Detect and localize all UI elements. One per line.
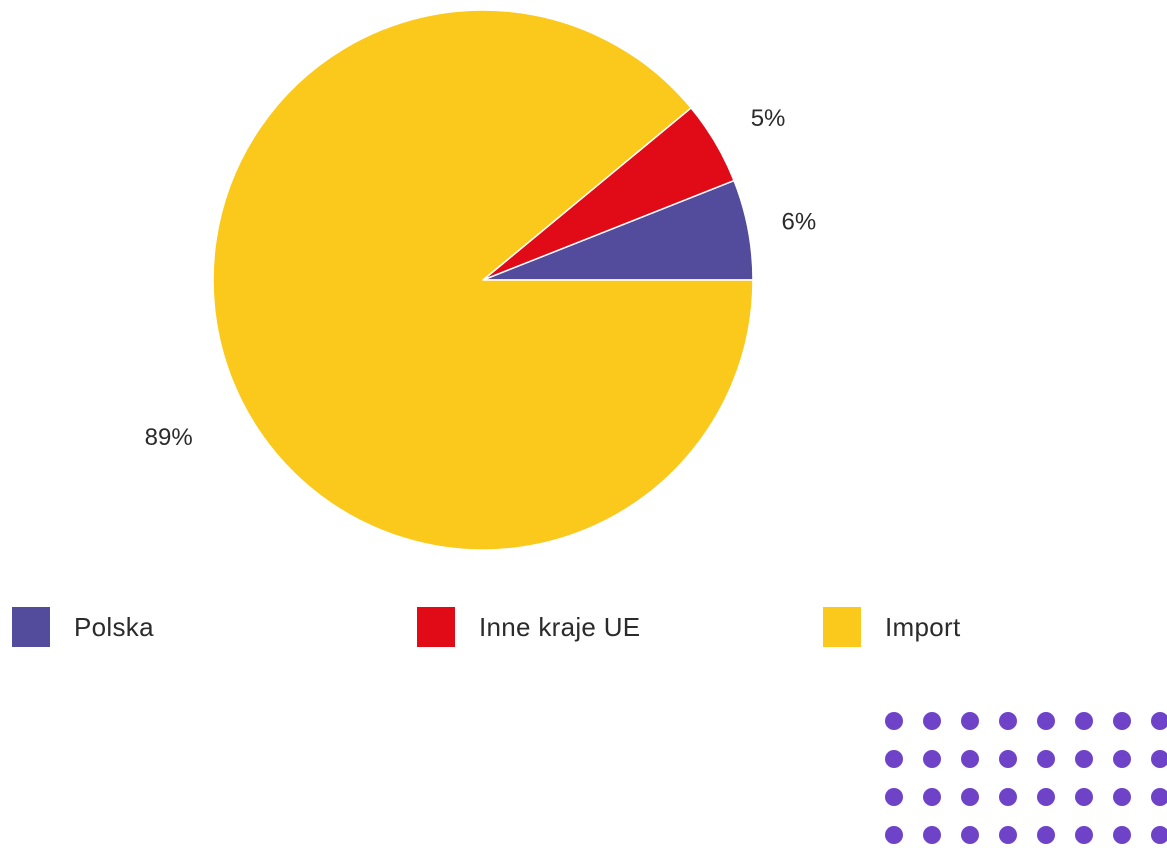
decorative-dot [1037, 788, 1055, 806]
legend-label-import: Import [885, 612, 961, 642]
legend-label-inne-kraje-ue: Inne kraje UE [479, 612, 641, 642]
pie-slice-labels: 6% 5% 89% [145, 105, 817, 451]
decorative-dot [1113, 712, 1131, 730]
decorative-dot [923, 826, 941, 844]
decorative-dot [1075, 750, 1093, 768]
legend-item-inne-kraje-ue: Inne kraje UE [417, 606, 640, 648]
decorative-dot [923, 788, 941, 806]
decorative-dot [1037, 712, 1055, 730]
decorative-dot [1037, 826, 1055, 844]
decorative-dot [1075, 788, 1093, 806]
legend-swatch-import [823, 607, 861, 647]
decorative-dot [885, 750, 903, 768]
pie-slice-import [212, 9, 754, 551]
decorative-dot [999, 712, 1017, 730]
decorative-dot [999, 750, 1017, 768]
decorative-dot [1037, 750, 1055, 768]
decorative-dot [885, 712, 903, 730]
pie-label-inne-kraje-ue: 5% [751, 105, 786, 132]
decorative-dot [1151, 788, 1167, 806]
pie-label-import: 89% [145, 424, 193, 451]
decorative-dot [999, 826, 1017, 844]
decorative-dot [961, 788, 979, 806]
decorative-dot-grid [885, 712, 1167, 844]
legend-label-polska: Polska [74, 612, 154, 642]
legend-item-polska: Polska [12, 606, 154, 648]
decorative-dot [885, 826, 903, 844]
decorative-dot [961, 712, 979, 730]
legend-swatch-polska [12, 607, 50, 647]
decorative-dot [999, 788, 1017, 806]
legend-item-import: Import [823, 606, 960, 648]
pie-label-polska: 6% [781, 209, 816, 236]
decorative-dot [1151, 712, 1167, 730]
decorative-dot [961, 750, 979, 768]
decorative-dot [1151, 826, 1167, 844]
chart-legend: Polska Inne kraje UE Import [0, 606, 1167, 648]
decorative-dot [1113, 826, 1131, 844]
decorative-dot [961, 826, 979, 844]
decorative-dot [1113, 788, 1131, 806]
decorative-dot [885, 788, 903, 806]
decorative-dot [1151, 750, 1167, 768]
decorative-dot [1075, 826, 1093, 844]
pie-slices [212, 9, 754, 551]
decorative-dot [923, 750, 941, 768]
decorative-dot [1113, 750, 1131, 768]
decorative-dot [923, 712, 941, 730]
decorative-dot [1075, 712, 1093, 730]
legend-swatch-inne-kraje-ue [417, 607, 455, 647]
